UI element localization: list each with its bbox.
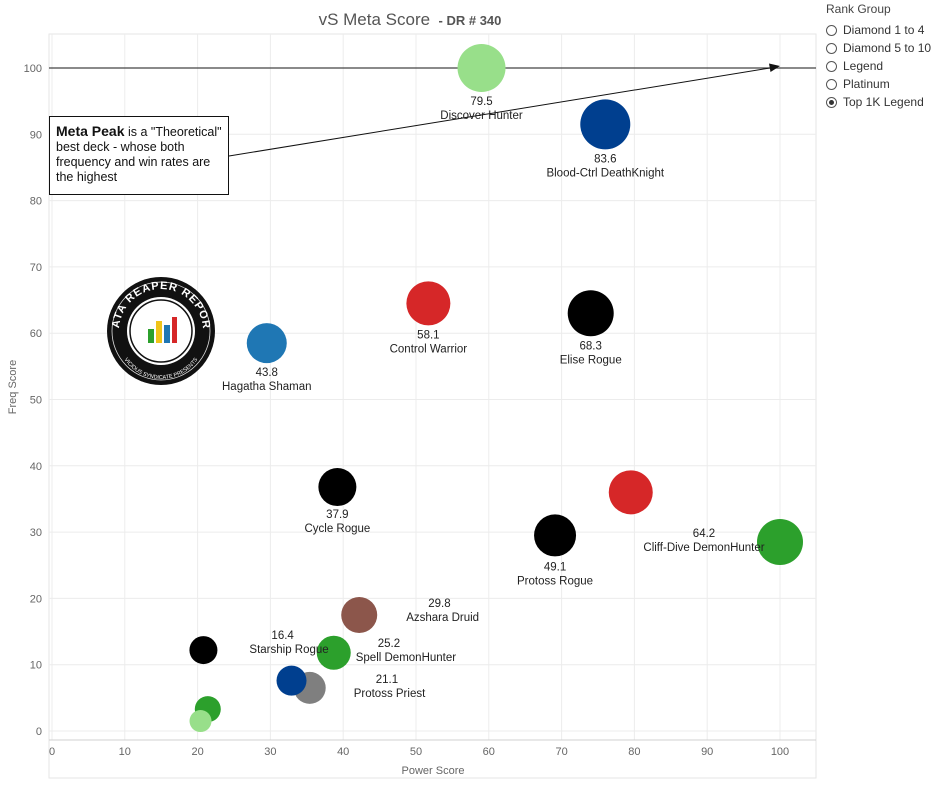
bubble [757, 519, 803, 566]
radio-icon[interactable] [826, 42, 837, 54]
x-tick-label: 90 [701, 746, 713, 758]
bubble-value-label: 68.3 [580, 340, 602, 352]
bubble-name-label: Protoss Priest [354, 688, 426, 700]
bubble [189, 636, 218, 665]
x-axis-ticks: 0 10 20 30 40 50 60 70 80 90 100 [49, 746, 789, 758]
bubble-name-label: Starship Rogue [249, 644, 328, 656]
bubbles [189, 44, 803, 733]
x-tick-label: 100 [771, 746, 789, 758]
y-tick-label: 40 [30, 461, 42, 473]
bubble [276, 665, 307, 696]
radio-icon[interactable] [826, 78, 837, 90]
bubble [189, 710, 212, 733]
bubble [534, 514, 577, 557]
chart-title: vS Meta Score - DR # 340 [319, 10, 502, 29]
rank-option-diamond-1-4[interactable]: Diamond 1 to 4 [826, 21, 944, 39]
bar-icon [148, 329, 154, 343]
rank-option-top-1k-legend[interactable]: Top 1K Legend [826, 93, 944, 111]
x-tick-label: 50 [410, 746, 422, 758]
bubble-labels: 79.5 Discover Hunter 83.6 Blood-Ctrl DeathK… [222, 96, 765, 700]
x-tick-label: 40 [337, 746, 349, 758]
bubble [246, 323, 287, 364]
bar-icon [164, 325, 170, 343]
bubble [406, 281, 451, 326]
bubble-name-label: Elise Rogue [560, 354, 622, 366]
annotation-arrow [228, 67, 771, 157]
y-axis-label: Freq Score [7, 360, 19, 414]
y-tick-label: 80 [30, 196, 42, 208]
bubble-name-label: Azshara Druid [406, 612, 479, 624]
plot-frame [48, 33, 817, 779]
legend-title: Rank Group [826, 2, 891, 16]
y-tick-label: 50 [30, 395, 42, 407]
y-tick-label: 100 [24, 63, 42, 75]
bubble-value-label: 25.2 [378, 638, 400, 650]
option-label: Legend [843, 59, 884, 73]
bubble-value-label: 21.1 [376, 674, 398, 686]
bubble-value-label: 37.9 [326, 509, 348, 521]
option-label: Top 1K Legend [843, 95, 924, 109]
bar-icon [172, 317, 177, 343]
bubble-name-label: Hagatha Shaman [222, 381, 312, 393]
bubble [457, 44, 506, 92]
bubble-value-label: 43.8 [256, 367, 278, 379]
bubble-name-label: Blood-Ctrl DeathKnight [546, 167, 664, 179]
bubble-value-label: 29.8 [428, 598, 450, 610]
bubble-name-label: Control Warrior [390, 343, 468, 355]
bubble-value-label: 49.1 [544, 561, 566, 573]
bubble [580, 99, 631, 150]
y-tick-label: 0 [36, 726, 42, 738]
bubble [567, 290, 614, 337]
rank-option-platinum[interactable]: Platinum [826, 75, 944, 93]
x-tick-label: 70 [555, 746, 567, 758]
x-tick-label: 30 [264, 746, 276, 758]
bubble-value-label: 83.6 [594, 153, 616, 165]
rank-option-legend[interactable]: Legend [826, 57, 944, 75]
x-tick-label: 20 [191, 746, 203, 758]
arrow-head-icon [769, 63, 780, 72]
bubble [316, 635, 351, 670]
option-label: Diamond 1 to 4 [843, 23, 925, 37]
radio-icon[interactable] [826, 24, 837, 36]
bubble-name-label: Discover Hunter [440, 110, 523, 122]
option-label: Diamond 5 to 10 [843, 41, 932, 55]
bubble-name-label: Spell DemonHunter [356, 652, 457, 664]
rank-option-diamond-5-10[interactable]: Diamond 5 to 10 [826, 39, 944, 57]
y-tick-label: 60 [30, 328, 42, 340]
radio-selected-icon[interactable] [826, 96, 837, 108]
x-tick-label: 10 [119, 746, 131, 758]
y-tick-label: 10 [30, 660, 42, 672]
annotation-text: is a "Theoretical" best deck - whose bot… [56, 125, 222, 184]
x-tick-label: 0 [49, 746, 55, 758]
annotation-heading: Meta Peak [56, 123, 125, 139]
bar-icon [156, 321, 162, 343]
bubble-value-label: 58.1 [417, 329, 439, 341]
bubble [608, 470, 653, 515]
rank-group-legend: Rank Group Diamond 1 to 4 Diamond 5 to 1… [826, 2, 944, 111]
y-axis-ticks: 0 10 20 30 40 50 60 70 80 90 100 [24, 63, 42, 738]
y-tick-label: 90 [30, 129, 42, 141]
y-tick-label: 30 [30, 527, 42, 539]
y-tick-label: 20 [30, 593, 42, 605]
data-reaper-logo: DATA REAPER REPORT VICIOUS SYNDICATE PRE… [107, 277, 215, 385]
bubble [341, 596, 378, 633]
bubble [318, 468, 357, 507]
x-tick-label: 60 [483, 746, 495, 758]
y-tick-label: 70 [30, 262, 42, 274]
bubble-value-label: 16.4 [271, 630, 294, 642]
x-axis-label: Power Score [402, 765, 465, 777]
bubble-value-label: 79.5 [470, 96, 492, 108]
option-label: Platinum [843, 77, 890, 91]
meta-peak-annotation: Meta Peak is a "Theoretical" best deck -… [49, 116, 229, 195]
bubble-name-label: Cliff-Dive DemonHunter [643, 542, 764, 554]
x-tick-label: 80 [628, 746, 640, 758]
bubble-name-label: Protoss Rogue [517, 575, 593, 587]
radio-icon[interactable] [826, 60, 837, 72]
bubble-name-label: Cycle Rogue [304, 523, 370, 535]
bubble-value-label: 64.2 [693, 528, 715, 540]
